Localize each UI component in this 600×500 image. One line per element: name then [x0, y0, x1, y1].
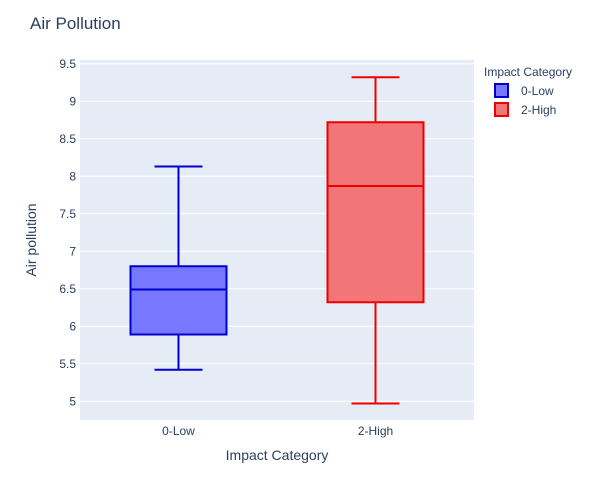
- iqr-box[interactable]: [129, 265, 228, 336]
- y-tick-label: 8.5: [59, 132, 76, 146]
- y-tick-label: 7: [69, 244, 76, 258]
- legend-swatch: [494, 83, 509, 98]
- y-tick-label: 9: [69, 94, 76, 108]
- x-tick-label: 2-High: [358, 424, 393, 438]
- y-tick-label: 5: [69, 394, 76, 408]
- legend-label: 2-High: [521, 103, 556, 117]
- y-tick-label: 7.5: [59, 207, 76, 221]
- y-axis-ticks: 5 5.5 6 6.5 7 7.5 8 8.5 9 9.5: [59, 57, 76, 409]
- box-0-Low[interactable]: [129, 165, 228, 371]
- legend-label: 0-Low: [521, 84, 554, 98]
- x-axis-ticks: 0-Low 2-High: [162, 424, 393, 438]
- legend-title: Impact Category: [484, 65, 572, 79]
- y-tick-label: 5.5: [59, 357, 76, 371]
- box-series-layer: [129, 76, 425, 405]
- box-2-High[interactable]: [326, 76, 425, 405]
- legend-item[interactable]: 2-High: [494, 102, 556, 117]
- y-tick-label: 6.5: [59, 282, 76, 296]
- y-axis-title: Air pollution: [23, 203, 39, 276]
- iqr-box[interactable]: [326, 121, 425, 304]
- y-tick-label: 8: [69, 169, 76, 183]
- y-tick-label: 6: [69, 319, 76, 333]
- legend-item[interactable]: 0-Low: [494, 83, 554, 98]
- legend-swatch: [494, 102, 509, 117]
- y-tick-label: 9.5: [59, 57, 76, 71]
- chart-title: Air Pollution: [30, 14, 121, 33]
- x-axis-title: Impact Category: [226, 447, 329, 463]
- legend: Impact Category 0-Low 2-High: [484, 65, 572, 117]
- x-tick-label: 0-Low: [162, 424, 195, 438]
